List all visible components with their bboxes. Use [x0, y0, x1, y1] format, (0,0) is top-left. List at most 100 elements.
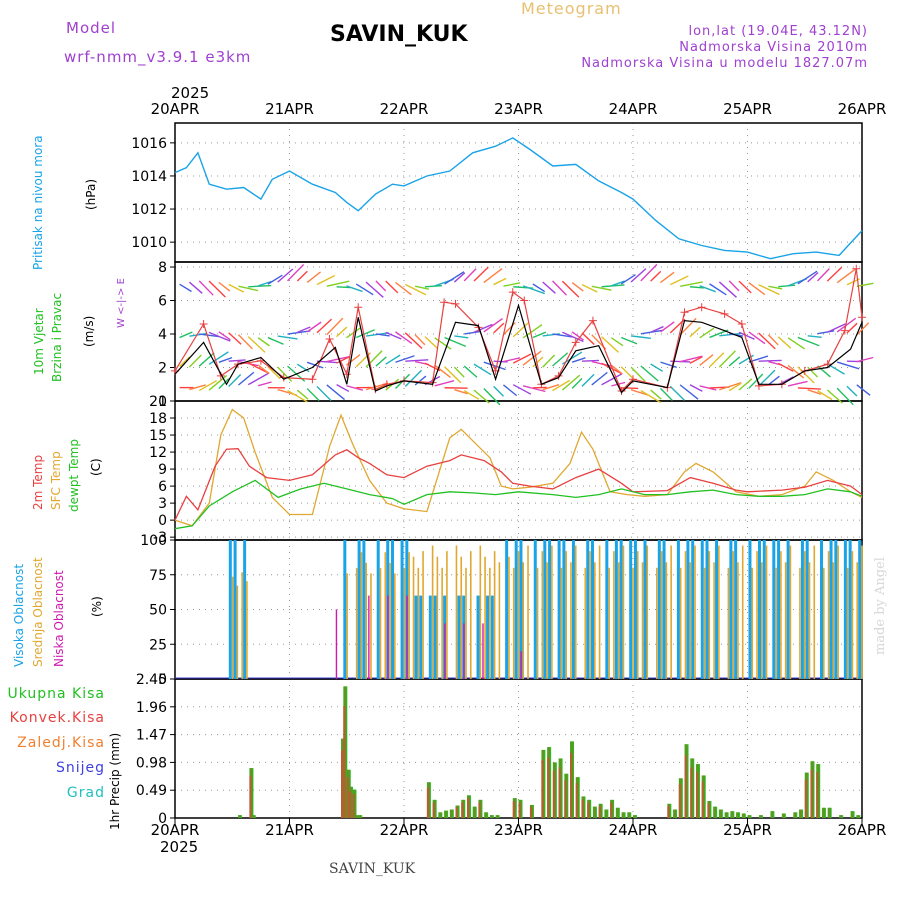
wind-arrow: [473, 363, 492, 376]
wind-arrow: [758, 284, 780, 296]
cloud-mid-bar: [360, 552, 363, 679]
precip-overlay-bar: [570, 741, 574, 818]
wind-arrow: [532, 283, 546, 293]
cloud-mid-bar: [861, 545, 863, 679]
wind-arrow: [188, 354, 202, 368]
cloud-high-bar: [662, 540, 666, 679]
wind-arrow: [728, 356, 741, 367]
y-tick-label: 0.49: [136, 783, 167, 799]
wind-gust-marker: [325, 335, 334, 344]
wind-arrow: [620, 366, 634, 380]
cloud-mid-bar: [246, 581, 248, 679]
cloud-mid-bar: [679, 567, 682, 679]
wind-arrow: [640, 263, 658, 282]
precip-overlay-bar: [349, 786, 353, 818]
precip-overlay-bar: [343, 686, 347, 818]
wind-gust-marker: [858, 313, 866, 322]
precip-overlay-bar: [341, 738, 345, 818]
cloud-high-bar: [343, 540, 347, 679]
wind-arrow: [699, 354, 714, 366]
cloud-mid-bar: [656, 567, 658, 679]
wind-arrow: [718, 350, 736, 368]
time-label-bottom: 23APR: [494, 821, 543, 839]
wind-arrow: [679, 384, 699, 400]
wind-arrow: [483, 267, 503, 284]
wind-arrow: [611, 337, 624, 347]
precip-overlay-bar: [581, 796, 585, 818]
cloud-mid-bar: [370, 573, 372, 679]
wind-arrow: [238, 371, 255, 386]
precip-overlay-bar: [593, 806, 596, 818]
y-tick-label: 1.47: [136, 728, 167, 744]
wind-arrow: [807, 389, 822, 395]
cloud-high-bar: [629, 540, 633, 679]
wind-arrow: [336, 384, 350, 393]
wind-arrow: [198, 380, 217, 392]
precip-overlay-bar: [759, 815, 762, 818]
wind-arrow: [218, 356, 233, 363]
cloud-mid-bar: [479, 545, 482, 679]
wind-arrow: [503, 357, 521, 363]
wind-arrow: [571, 282, 584, 292]
wind-arrow: [414, 334, 426, 346]
cloud-high-bar: [829, 540, 833, 679]
cloud-mid-bar: [608, 567, 610, 679]
precip-overlay-bar: [633, 815, 636, 818]
y-tick-label: 25: [149, 637, 167, 653]
y-tick-label: 3: [158, 496, 167, 512]
cloud-high-bar: [519, 540, 523, 679]
year-label-top: 2025: [171, 84, 210, 102]
wind-arrow: [179, 283, 192, 293]
wind-arrow: [493, 385, 505, 397]
wind-arrow: [630, 366, 646, 382]
wind-arrow: [424, 284, 442, 288]
cloud-mid-bar: [522, 562, 525, 679]
cloud-low-bar: [482, 623, 484, 679]
wind-arrow: [208, 351, 229, 365]
wind-arrow: [581, 359, 599, 362]
precip-overlay-bar: [828, 807, 831, 818]
cloud-high-bar: [228, 540, 232, 679]
wind-gust-marker: [737, 319, 746, 328]
wind-arrow: [404, 369, 423, 387]
cloud-mid-bar: [613, 551, 615, 679]
wind-arrow: [385, 280, 399, 294]
precip-overlay-bar: [770, 811, 774, 818]
footer-station: SAVIN_KUK: [329, 861, 416, 877]
cloud-mid-bar: [784, 562, 787, 679]
wind-arrow: [326, 280, 350, 287]
cloud-mid-bar: [417, 567, 420, 679]
wind-arrow: [464, 330, 482, 335]
y-tick-label: 100: [140, 533, 167, 549]
cloud-low-bar: [406, 595, 408, 679]
y-tick-label: 12: [149, 445, 167, 461]
cloud-high-bar: [762, 540, 766, 679]
cloud-mid-bar: [469, 551, 472, 679]
y-tick-label: 15: [149, 428, 167, 444]
wind-arrow: [444, 336, 467, 348]
wind-arrow: [375, 280, 387, 292]
precip-overlay-bar: [742, 813, 745, 818]
precip-overlay-bar: [810, 761, 814, 818]
cloud-mid-bar: [493, 551, 496, 679]
wind-arrow: [434, 380, 455, 387]
cloud-high-bar: [533, 540, 537, 679]
panel-frame: [174, 122, 863, 263]
precip-overlay-bar: [822, 807, 825, 818]
cloud-high-bar: [414, 595, 418, 679]
precip-overlay-bar: [444, 810, 448, 818]
wind-arrow: [620, 336, 638, 345]
wind-arrow: [787, 337, 806, 350]
cloud-mid-bar: [708, 551, 711, 679]
precip-overlay-bar: [490, 815, 493, 818]
wind-arrow: [179, 356, 191, 368]
precip-overlay-bar: [347, 769, 350, 818]
time-label-top: 26APR: [838, 100, 887, 118]
cloud-high-bar: [476, 595, 480, 679]
wind-arrow: [689, 384, 703, 392]
wind-arrow: [296, 389, 309, 400]
cloud-low-bar: [444, 623, 446, 679]
wind-gust-marker: [588, 316, 597, 325]
wind-arrow: [277, 268, 294, 283]
cloud-high-bar: [843, 540, 847, 679]
